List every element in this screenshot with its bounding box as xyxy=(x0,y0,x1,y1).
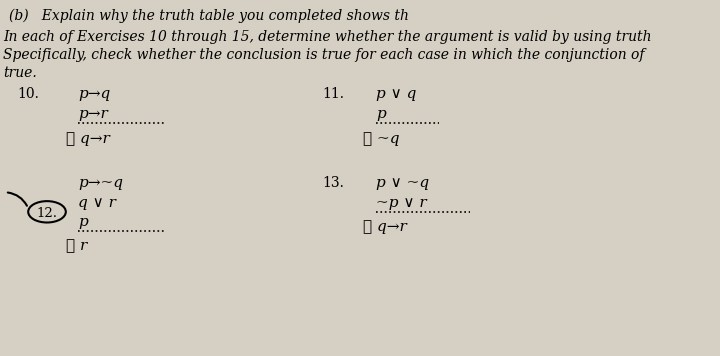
Text: ∴ r: ∴ r xyxy=(66,239,87,253)
Text: p→~q: p→~q xyxy=(78,176,123,190)
Text: 12.: 12. xyxy=(37,207,58,220)
Text: p ∨ ~q: p ∨ ~q xyxy=(376,176,429,190)
Text: Specifically, check whether the conclusion is true for each case in which the co: Specifically, check whether the conclusi… xyxy=(3,48,644,62)
Text: ∴ ~q: ∴ ~q xyxy=(364,132,400,146)
Text: p→r: p→r xyxy=(78,107,108,121)
Text: 13.: 13. xyxy=(323,176,345,190)
Text: 11.: 11. xyxy=(323,87,345,101)
Text: p ∨ q: p ∨ q xyxy=(376,87,416,101)
Text: ~p ∨ r: ~p ∨ r xyxy=(376,196,427,210)
Text: ∴ q→r: ∴ q→r xyxy=(66,132,109,146)
Text: In each of Exercises 10 through 15, determine whether the argument is valid by u: In each of Exercises 10 through 15, dete… xyxy=(3,30,652,44)
Text: 10.: 10. xyxy=(17,87,40,101)
Text: q ∨ r: q ∨ r xyxy=(78,196,116,210)
Text: (b)   Explain why the truth table you completed shows th: (b) Explain why the truth table you comp… xyxy=(9,9,409,23)
Text: ∴ q→r: ∴ q→r xyxy=(364,220,408,234)
Text: p: p xyxy=(78,215,88,229)
Text: true.: true. xyxy=(3,66,37,80)
Text: p: p xyxy=(376,107,386,121)
Text: p→q: p→q xyxy=(78,87,111,101)
